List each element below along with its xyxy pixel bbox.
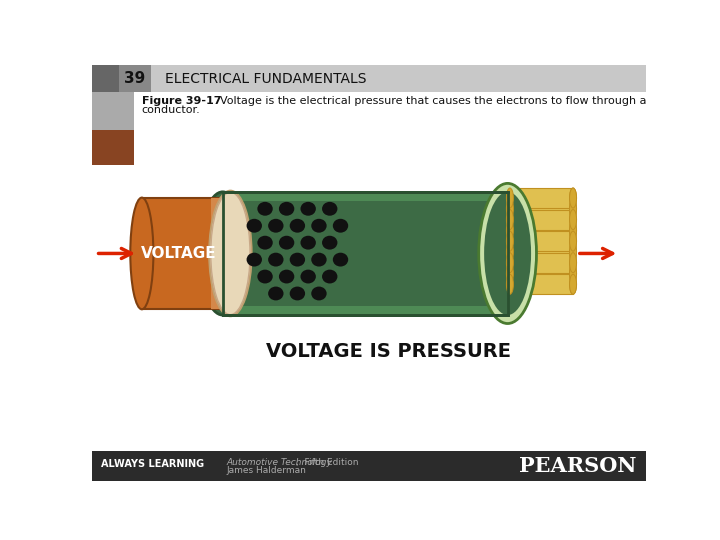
- Ellipse shape: [279, 269, 294, 284]
- Ellipse shape: [300, 269, 316, 284]
- Ellipse shape: [268, 253, 284, 267]
- FancyBboxPatch shape: [92, 130, 134, 165]
- Ellipse shape: [130, 198, 153, 309]
- Ellipse shape: [484, 192, 531, 315]
- Ellipse shape: [506, 210, 513, 230]
- Ellipse shape: [570, 253, 577, 273]
- Ellipse shape: [570, 231, 577, 251]
- FancyBboxPatch shape: [500, 210, 573, 230]
- FancyBboxPatch shape: [92, 65, 119, 92]
- FancyBboxPatch shape: [222, 306, 508, 315]
- Ellipse shape: [322, 202, 338, 215]
- FancyBboxPatch shape: [142, 198, 230, 309]
- Ellipse shape: [279, 202, 294, 215]
- Ellipse shape: [492, 242, 499, 262]
- FancyBboxPatch shape: [500, 188, 573, 208]
- Ellipse shape: [333, 219, 348, 233]
- Ellipse shape: [311, 287, 327, 300]
- FancyBboxPatch shape: [500, 253, 573, 273]
- Ellipse shape: [268, 219, 284, 233]
- Text: VOLTAGE: VOLTAGE: [141, 246, 217, 261]
- Ellipse shape: [570, 210, 577, 230]
- Ellipse shape: [311, 253, 327, 267]
- Text: 39: 39: [125, 71, 145, 86]
- Text: PEARSON: PEARSON: [519, 456, 637, 476]
- Ellipse shape: [257, 269, 273, 284]
- Ellipse shape: [570, 188, 577, 208]
- Ellipse shape: [268, 287, 284, 300]
- Ellipse shape: [506, 274, 513, 294]
- Ellipse shape: [479, 184, 536, 323]
- Ellipse shape: [506, 199, 513, 219]
- Text: ALWAYS LEARNING: ALWAYS LEARNING: [101, 458, 204, 469]
- Ellipse shape: [570, 264, 577, 284]
- FancyBboxPatch shape: [119, 65, 151, 92]
- FancyBboxPatch shape: [495, 199, 573, 219]
- Text: ELECTRICAL FUNDAMENTALS: ELECTRICAL FUNDAMENTALS: [165, 72, 366, 86]
- Ellipse shape: [506, 242, 513, 262]
- Ellipse shape: [570, 231, 577, 251]
- FancyBboxPatch shape: [92, 65, 647, 92]
- Ellipse shape: [311, 219, 327, 233]
- Ellipse shape: [322, 236, 338, 249]
- Ellipse shape: [246, 219, 262, 233]
- Ellipse shape: [279, 236, 294, 249]
- Ellipse shape: [289, 253, 305, 267]
- Text: VOLTAGE IS PRESSURE: VOLTAGE IS PRESSURE: [266, 342, 510, 361]
- Ellipse shape: [570, 274, 577, 294]
- Text: James Halderman: James Halderman: [227, 466, 307, 475]
- Ellipse shape: [506, 220, 513, 240]
- FancyBboxPatch shape: [495, 242, 573, 262]
- FancyBboxPatch shape: [92, 451, 647, 481]
- Ellipse shape: [570, 264, 577, 284]
- Ellipse shape: [492, 220, 499, 240]
- Ellipse shape: [570, 242, 577, 262]
- FancyBboxPatch shape: [495, 264, 573, 284]
- Text: conductor.: conductor.: [142, 105, 201, 115]
- Ellipse shape: [506, 231, 513, 251]
- Ellipse shape: [300, 236, 316, 249]
- Text: Figure 39-17: Figure 39-17: [142, 96, 221, 106]
- Ellipse shape: [496, 274, 503, 294]
- Ellipse shape: [210, 191, 251, 316]
- FancyBboxPatch shape: [92, 92, 134, 130]
- Ellipse shape: [300, 202, 316, 215]
- FancyBboxPatch shape: [222, 192, 508, 315]
- Ellipse shape: [506, 264, 513, 284]
- FancyBboxPatch shape: [211, 198, 230, 309]
- Ellipse shape: [496, 253, 503, 273]
- Ellipse shape: [570, 274, 577, 294]
- Ellipse shape: [570, 188, 577, 208]
- Text: Automotive Technology: Automotive Technology: [227, 457, 333, 467]
- Ellipse shape: [570, 199, 577, 219]
- Ellipse shape: [570, 242, 577, 262]
- FancyBboxPatch shape: [500, 231, 573, 251]
- Ellipse shape: [506, 253, 513, 273]
- Ellipse shape: [257, 236, 273, 249]
- Ellipse shape: [492, 264, 499, 284]
- Ellipse shape: [322, 269, 338, 284]
- Ellipse shape: [257, 202, 273, 215]
- Ellipse shape: [496, 231, 503, 251]
- Ellipse shape: [289, 219, 305, 233]
- Ellipse shape: [570, 199, 577, 219]
- FancyBboxPatch shape: [500, 274, 573, 294]
- Text: ,  Fifth Edition: , Fifth Edition: [296, 457, 359, 467]
- Text: Voltage is the electrical pressure that causes the electrons to flow through a: Voltage is the electrical pressure that …: [206, 96, 647, 106]
- Ellipse shape: [570, 220, 577, 240]
- Ellipse shape: [570, 253, 577, 273]
- Ellipse shape: [570, 210, 577, 230]
- Ellipse shape: [570, 220, 577, 240]
- Ellipse shape: [289, 287, 305, 300]
- Ellipse shape: [496, 210, 503, 230]
- Ellipse shape: [506, 188, 513, 208]
- Ellipse shape: [333, 253, 348, 267]
- FancyBboxPatch shape: [495, 220, 573, 240]
- Ellipse shape: [199, 192, 246, 315]
- Ellipse shape: [246, 253, 262, 267]
- FancyBboxPatch shape: [222, 192, 508, 201]
- Ellipse shape: [492, 199, 499, 219]
- Ellipse shape: [496, 188, 503, 208]
